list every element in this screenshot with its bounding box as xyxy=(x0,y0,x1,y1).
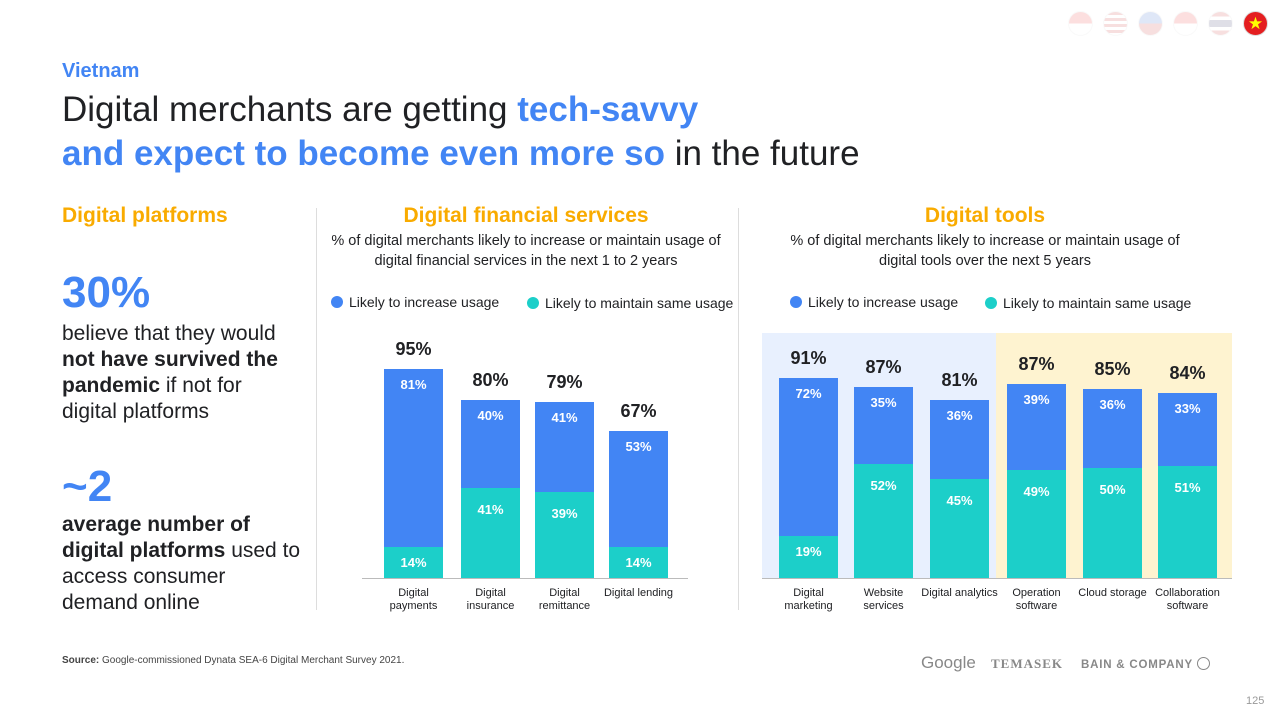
bar-segment-increase: 39% xyxy=(1007,384,1066,471)
country-label: Vietnam xyxy=(62,60,140,82)
legend-increase: Likely to increase usage xyxy=(331,294,499,310)
legend-dot-icon xyxy=(331,296,343,308)
bar-total-label: 87% xyxy=(1018,354,1055,375)
legend-dot-icon xyxy=(527,297,539,309)
bar-segment-maintain: 51% xyxy=(1158,465,1217,578)
bar-segment-increase: 81% xyxy=(384,369,443,548)
category-label: Digital remittance xyxy=(538,587,591,612)
bain-logo: BAIN & COMPANY xyxy=(1081,657,1210,671)
flag-philippines-icon[interactable] xyxy=(1138,11,1163,36)
bar-segment-maintain: 19% xyxy=(779,536,838,578)
bar-segment-maintain: 49% xyxy=(1007,470,1066,578)
bar-segment-maintain: 52% xyxy=(854,463,913,578)
temasek-logo: TEMASEK xyxy=(991,656,1064,671)
divider xyxy=(316,208,317,610)
flag-thailand-icon[interactable] xyxy=(1208,11,1233,36)
bar-segment-increase: 35% xyxy=(854,386,913,464)
bar-segment-maintain: 41% xyxy=(461,487,520,578)
bar-total-label: 95% xyxy=(395,339,432,359)
chart2-axis xyxy=(762,578,1232,579)
bar-segment-increase: 72% xyxy=(779,377,838,537)
page-title: Digital merchants are getting tech-savvy… xyxy=(62,90,860,173)
bar-total-label: 79% xyxy=(546,372,583,392)
bar-total-label: 84% xyxy=(1169,363,1206,384)
category-label: Collaboration software xyxy=(1155,587,1220,612)
stat-2: ~2 xyxy=(62,462,113,511)
bar-total-label: 85% xyxy=(1094,358,1131,379)
legend-dot-icon xyxy=(790,296,802,308)
stat-2-text: average number of digital platforms used… xyxy=(62,513,301,614)
stat-30-percent: 30% xyxy=(62,268,151,317)
bar-segment-maintain: 50% xyxy=(1083,468,1142,578)
bar-segment-increase: 53% xyxy=(609,430,668,548)
bar-total-label: 91% xyxy=(790,347,827,368)
digital-platforms-heading: Digital platforms xyxy=(62,204,228,227)
bar-segment-maintain: 14% xyxy=(609,547,668,578)
flag-indonesia-icon[interactable] xyxy=(1068,11,1093,36)
bar-segment-increase: 36% xyxy=(1083,388,1142,468)
chart2-subtitle: % of digital merchants likely to increas… xyxy=(790,233,1180,269)
bar-segment-maintain: 14% xyxy=(384,547,443,578)
divider xyxy=(738,208,739,610)
category-label: Digital marketing xyxy=(784,587,833,612)
category-label: Digital insurance xyxy=(466,587,515,612)
category-label: Website services xyxy=(863,587,904,612)
bain-logo-icon xyxy=(1196,657,1210,670)
google-logo: Google xyxy=(921,653,976,672)
category-label: Cloud storage xyxy=(1078,587,1147,599)
bar-total-label: 67% xyxy=(620,400,657,421)
bar-total-label: 87% xyxy=(865,356,902,377)
chart1-axis xyxy=(362,578,688,579)
bar-segment-increase: 33% xyxy=(1158,393,1217,466)
bar-total-label: 81% xyxy=(941,369,978,390)
legend-increase: Likely to increase usage xyxy=(790,294,958,310)
bar-segment-increase: 41% xyxy=(535,402,594,493)
category-label: Operation software xyxy=(1012,587,1061,612)
legend-dot-icon xyxy=(985,297,997,309)
chart2-title: Digital tools xyxy=(924,204,1046,227)
bar-total-label: 80% xyxy=(472,369,509,390)
chart1-title: Digital financial services xyxy=(403,204,649,227)
legend-maintain: Likely to maintain same usage xyxy=(985,295,1191,311)
flag-vietnam-icon[interactable]: ★ xyxy=(1243,11,1268,36)
source-note: Source: Google-commissioned Dynata SEA-6… xyxy=(62,655,405,666)
chart1-subtitle: % of digital merchants likely to increas… xyxy=(331,233,721,269)
category-label: Digital payments xyxy=(389,587,438,612)
bar-segment-increase: 36% xyxy=(930,399,989,479)
legend-maintain: Likely to maintain same usage xyxy=(527,295,733,311)
bar-segment-maintain: 45% xyxy=(930,479,989,578)
bar-segment-maintain: 39% xyxy=(535,492,594,578)
bar-segment-increase: 40% xyxy=(461,399,520,488)
page-number: 125 xyxy=(1246,695,1265,707)
category-label: Digital analytics xyxy=(921,587,998,599)
stat-1-text: believe that they would not have survive… xyxy=(62,322,278,423)
category-label: Digital lending xyxy=(603,587,674,599)
flag-singapore-icon[interactable] xyxy=(1173,11,1198,36)
flag-malaysia-icon[interactable] xyxy=(1103,11,1128,36)
